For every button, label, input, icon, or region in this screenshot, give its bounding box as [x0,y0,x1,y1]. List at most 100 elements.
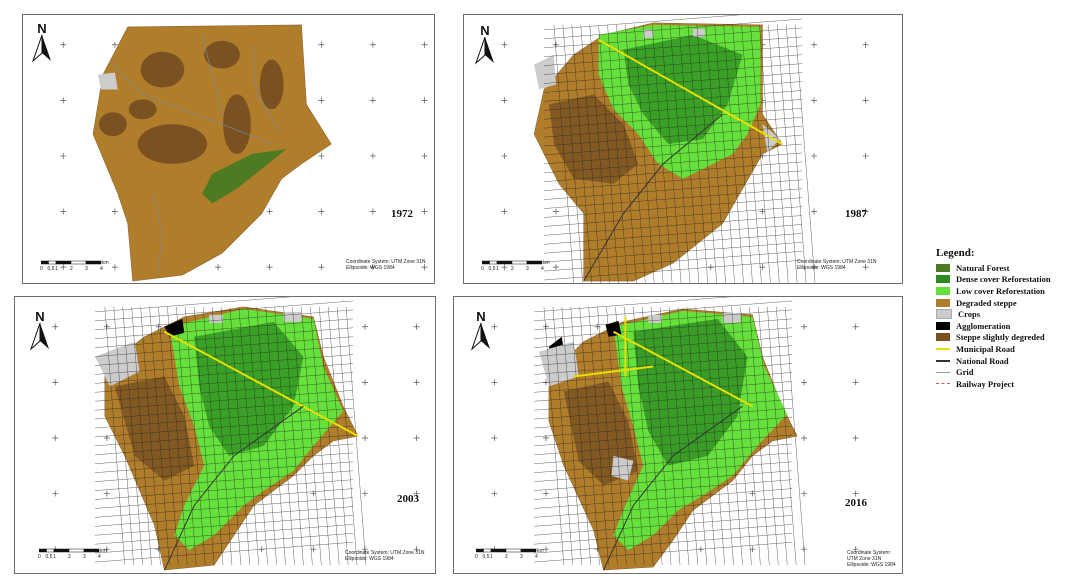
scale-tick-label: 3 [520,554,523,560]
coordinate-system: Coordinate System: UTM Zone 31N [847,550,891,562]
scale-tick-label: 4 [535,554,538,560]
legend-swatch [936,286,950,295]
coordinate-info: Coordinate System: UTM Zone 31N Ellipsoi… [346,259,425,271]
scale-tick-label: 4 [541,266,544,272]
legend-item: Low cover Reforestation [936,285,1062,297]
legend-label: Dense cover Reforestation [956,274,1051,285]
scale-tick-label: 0,5 [488,266,496,272]
scale-tick-label: 3 [83,554,86,560]
coordinate-info: Coordinate System: UTM Zone 31N Ellipsoi… [345,550,424,562]
map-panel-2016: N 2016 Coordinate System: UTM Zone 31N E… [453,296,903,574]
legend-label: Steppe slightly degreded [956,332,1045,343]
map-1987 [501,15,869,283]
scale-tick-label: 0 [40,266,43,272]
dense-cover-reforestation [194,321,304,456]
legend-items: Natural Forest Dense cover Reforestation L… [936,262,1062,390]
legend-item: National Road [936,355,1062,367]
coordinate-info: Coordinate System: UTM Zone 31N Ellipsoi… [797,259,876,271]
scale-tick-label: 4 [100,266,103,272]
crops-area [97,72,118,90]
legend-item: Steppe slightly degreded [936,332,1062,344]
legend-swatch [936,333,950,342]
steppe-slightly-degraded [114,376,195,481]
legend-swatch [936,345,950,353]
map-panel-1987: N 1987 Coordinate System: UTM Zone 31N E… [463,14,903,284]
scale-unit: km [537,548,544,554]
scale-bar: 0 0,5 1 2 3 4 km [40,260,111,276]
north-label: N [35,309,44,324]
map-2003 [52,297,420,571]
year-label: 2003 [397,493,419,505]
north-label: N [480,23,489,38]
legend-label: Low cover Reforestation [956,285,1045,296]
north-arrow: N [468,309,494,351]
scale-tick-label: 2 [505,554,508,560]
legend-label: Agglomeration [956,320,1011,331]
legend-item: Railway Project [936,378,1062,390]
legend-swatch [936,380,950,388]
scale-bar: 0 0,5 1 2 3 4 km [481,260,552,276]
scale-tick-label: 3 [85,266,88,272]
grid-lines [94,297,367,566]
north-label: N [476,309,485,324]
steppe-slightly-degraded-patches [98,40,284,164]
municipal-road [598,38,783,145]
legend: Legend: Natural Forest Dense cover Refore… [936,247,1062,390]
coordinate-system: Coordinate System: UTM Zone 31N [345,550,425,556]
year-label: 1972 [391,208,413,220]
scale-unit: km [102,260,109,266]
north-arrow: N [472,23,498,65]
coordinate-info: Coordinate System: UTM Zone 31N Ellipsoi… [847,550,902,568]
scale-unit: km [100,548,107,554]
scale-bar: 0 0,5 1 2 3 4 km [475,548,546,564]
scale-tick-label: 0 [481,266,484,272]
scale-tick-label: 0 [38,554,41,560]
ellipsoid: Ellipsoide: WGS 1984 [797,265,846,271]
scale-tick-label: 1 [53,554,56,560]
legend-label: Municipal Road [956,343,1015,354]
scale-tick-label: 1 [55,266,58,272]
national-road [603,405,743,571]
scale-tick-label: 1 [496,266,499,272]
legend-label: Grid [956,367,974,378]
legend-item: Degraded steppe [936,297,1062,309]
north-arrow: N [29,21,55,63]
streams [112,34,282,276]
municipal-road [573,316,753,408]
scale-tick-label: 0,5 [47,266,55,272]
legend-label: Natural Forest [956,262,1010,273]
scale-tick-label: 3 [526,266,529,272]
steppe-slightly-degraded [549,94,639,184]
legend-title: Legend: [936,247,975,259]
legend-swatch [936,321,950,330]
map-1972 [60,24,428,282]
scale-tick-label: 4 [98,554,101,560]
ellipsoid: Ellipsoide: WGS 1984 [346,265,395,271]
legend-swatch [936,357,950,365]
legend-label: Crops [958,309,981,320]
legend-swatch [936,309,952,320]
map-2016 [491,297,859,571]
north-arrow: N [27,309,53,351]
scale-tick-label: 1 [490,554,493,560]
year-label: 2016 [845,497,867,509]
legend-label: Railway Project [956,378,1015,389]
scale-bar: 0 0,5 1 2 3 4 km [38,548,109,564]
national-road [163,405,304,571]
north-label: N [37,21,46,36]
legend-swatch [936,275,950,284]
coordinate-system: Coordinate System: UTM Zone 31N [797,259,877,265]
legend-item: Agglomeration [936,320,1062,332]
grid-lines [534,297,806,566]
legend-swatch [936,298,950,307]
map-panel-2003: N 2003 Coordinate System: UTM Zone 31N E… [14,296,436,574]
legend-item: Grid [936,366,1062,378]
legend-item: Crops [936,308,1062,320]
legend-swatch [936,263,950,272]
map-panel-1972: N 1972 Coordinate System: UTM Zone 31N E… [22,14,435,284]
ellipsoid: Ellipsoide: WGS 1984 [847,562,896,568]
legend-label: National Road [956,355,1009,366]
scale-tick-label: 0,5 [482,554,490,560]
national-road [583,113,724,282]
scale-tick-label: 2 [68,554,71,560]
